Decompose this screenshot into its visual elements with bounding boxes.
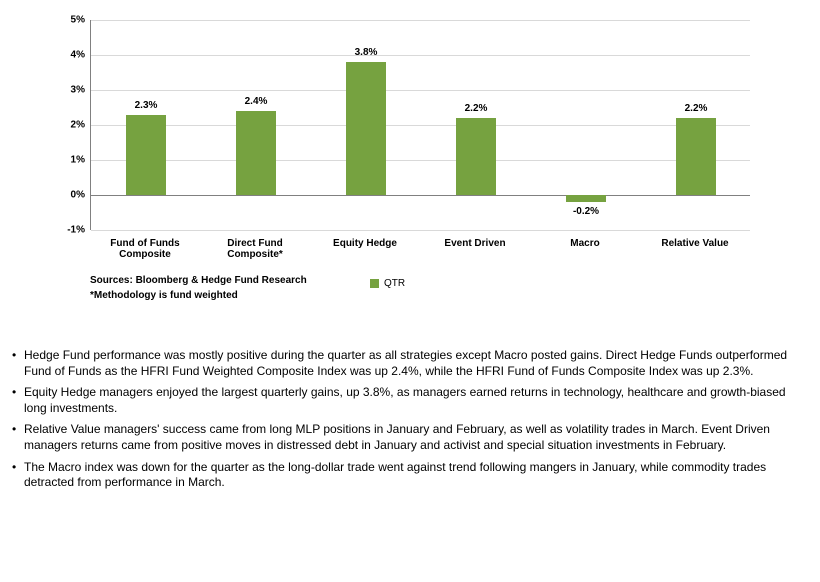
grid-line xyxy=(91,125,750,126)
grid-line xyxy=(91,20,750,21)
bullet-list: Hedge Fund performance was mostly positi… xyxy=(10,348,810,491)
bullet-item: Relative Value managers' success came fr… xyxy=(10,422,810,453)
chart-container: -1%0%1%2%3%4%5%2.3%2.4%3.8%2.2%-0.2%2.2%… xyxy=(60,20,760,300)
y-tick-label: -1% xyxy=(67,225,91,236)
plot-area: -1%0%1%2%3%4%5%2.3%2.4%3.8%2.2%-0.2%2.2% xyxy=(90,20,750,230)
bullet-item: Equity Hedge managers enjoyed the larges… xyxy=(10,385,810,416)
bullet-item: Hedge Fund performance was mostly positi… xyxy=(10,348,810,379)
x-axis-label: Macro xyxy=(530,238,640,249)
grid-line xyxy=(91,230,750,231)
y-tick-label: 4% xyxy=(71,50,91,61)
x-axis-label: Event Driven xyxy=(420,238,530,249)
bar-value-label: 2.2% xyxy=(465,103,488,118)
y-tick-label: 2% xyxy=(71,120,91,131)
y-tick-label: 5% xyxy=(71,15,91,26)
bullet-item: The Macro index was down for the quarter… xyxy=(10,460,810,491)
bar-value-label: 2.3% xyxy=(135,100,158,115)
x-axis-label: Fund of Funds Composite xyxy=(90,238,200,260)
bar: 2.2% xyxy=(676,118,716,195)
bar-value-label: 2.2% xyxy=(685,103,708,118)
legend-label: QTR xyxy=(384,278,405,289)
grid-line xyxy=(91,90,750,91)
legend: QTR xyxy=(370,278,405,289)
bar: 2.4% xyxy=(236,111,276,195)
y-tick-label: 1% xyxy=(71,155,91,166)
methodology-text: *Methodology is fund weighted xyxy=(90,290,238,301)
bar-value-label: 2.4% xyxy=(245,96,268,111)
bar-value-label: -0.2% xyxy=(573,202,599,217)
bar-value-label: 3.8% xyxy=(355,47,378,62)
bar: 2.3% xyxy=(126,115,166,196)
x-axis-label: Equity Hedge xyxy=(310,238,420,249)
x-axis-label: Direct Fund Composite* xyxy=(200,238,310,260)
grid-line xyxy=(91,195,750,196)
bar: 3.8% xyxy=(346,62,386,195)
grid-line xyxy=(91,55,750,56)
bar: 2.2% xyxy=(456,118,496,195)
grid-line xyxy=(91,160,750,161)
y-tick-label: 0% xyxy=(71,190,91,201)
bar: -0.2% xyxy=(566,195,606,202)
legend-swatch xyxy=(370,279,379,288)
x-axis-label: Relative Value xyxy=(640,238,750,249)
y-tick-label: 3% xyxy=(71,85,91,96)
sources-text: Sources: Bloomberg & Hedge Fund Research xyxy=(90,275,307,286)
